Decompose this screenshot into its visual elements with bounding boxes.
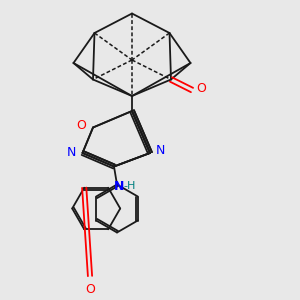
Text: -H: -H (124, 181, 136, 191)
Text: O: O (76, 118, 86, 132)
Text: N: N (67, 146, 76, 160)
Text: N: N (114, 180, 124, 193)
Text: N: N (155, 143, 165, 157)
Text: O: O (196, 82, 206, 95)
Text: O: O (85, 283, 95, 296)
